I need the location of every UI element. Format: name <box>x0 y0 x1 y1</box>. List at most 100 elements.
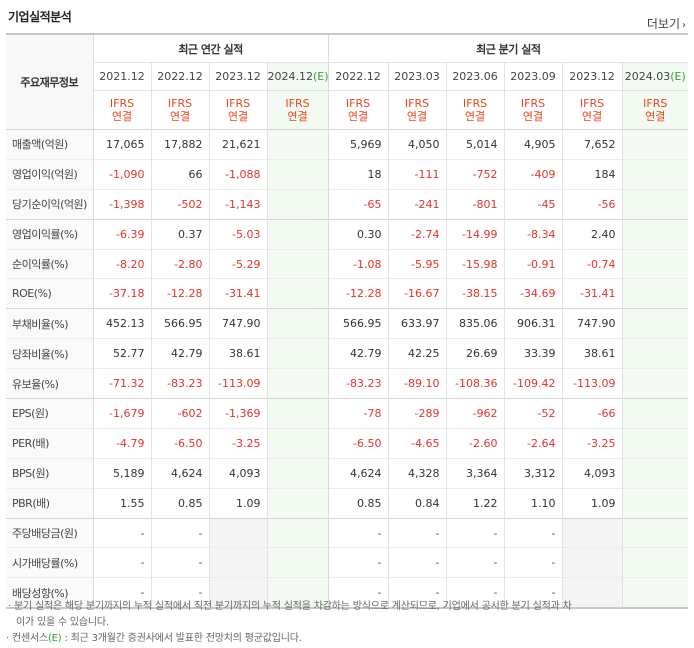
value-cell: -5.95 <box>387 248 447 279</box>
value-cell: 5,189 <box>92 457 151 489</box>
value-cell <box>621 129 689 160</box>
value-cell: -6.39 <box>92 218 151 250</box>
value-cell: -109.42 <box>503 368 563 399</box>
value-cell: -16.67 <box>387 278 447 309</box>
chevron-right-icon: › <box>682 20 686 31</box>
value-cell: - <box>387 517 447 548</box>
table-row: PBR(배) 1.55 0.85 1.09 0.85 0.84 1.22 1.10 1.09 <box>6 487 689 519</box>
value-cell <box>266 338 329 369</box>
value-cell: - <box>327 517 389 548</box>
value-cell: -31.41 <box>561 278 623 309</box>
value-cell <box>208 577 267 610</box>
table-row: 당기순이익(억원) -1,398 -502 -1,143 -65 -241 -801 -45-… <box>6 188 689 220</box>
value-cell: 2.40 <box>561 218 623 250</box>
value-cell: -3.25 <box>561 427 623 459</box>
financial-summary-table: 주요재무정보 최근 연간 실적 최근 분기 실적 2021.12 2022.12 2… <box>6 33 689 610</box>
value-cell <box>621 158 689 190</box>
ifrs-label: IFRS 연결 <box>503 90 563 130</box>
row-label: 시가배당률(%) <box>6 547 93 578</box>
value-cell: 4,093 <box>208 457 267 489</box>
value-cell: -113.09 <box>208 368 267 399</box>
value-cell: -83.23 <box>150 368 209 399</box>
value-cell: -4.79 <box>92 427 151 459</box>
ifrs-label: IFRS 연결 <box>387 90 447 130</box>
value-cell: 38.61 <box>561 338 623 369</box>
table-row: PER(배) -4.79 -6.50 -3.25 -6.50 -4.65 -2.60 -2.6… <box>6 427 689 459</box>
ifrs-label: IFRS 연결 <box>92 90 151 130</box>
value-cell <box>266 487 329 519</box>
value-cell: -2.64 <box>503 427 563 459</box>
value-cell: 566.95 <box>327 308 389 339</box>
table-row: 순이익률(%) -8.20 -2.80 -5.29 -1.08 -5.95 -15.98 -0… <box>6 248 689 279</box>
value-cell: - <box>327 577 389 610</box>
ifrs-label: IFRS 연결 <box>150 90 209 130</box>
table-row: 유보율(%) -71.32 -83.23 -113.09 -83.23 -89.10 -10… <box>6 368 689 399</box>
table-row: ROE(%) -37.18 -12.28 -31.41 -12.28 -16.67 -38.… <box>6 278 689 309</box>
value-cell: 1.22 <box>445 487 505 519</box>
annual-group-header: 최근 연간 실적 <box>92 33 329 63</box>
value-cell: -66 <box>561 398 623 429</box>
value-cell <box>266 547 329 578</box>
value-cell <box>561 517 623 548</box>
value-cell: -83.23 <box>327 368 389 399</box>
value-cell: 633.97 <box>387 308 447 339</box>
value-cell: - <box>445 547 505 578</box>
table-row: EPS(원) -1,679 -602 -1,369 -78 -289 -962 -52 -66 <box>6 398 689 429</box>
row-label: 당좌비율(%) <box>6 338 93 369</box>
more-link[interactable]: 더보기 › <box>647 15 686 32</box>
period-header: 2024.12(E) <box>266 62 329 91</box>
value-cell: -71.32 <box>92 368 151 399</box>
quarter-group-header: 최근 분기 실적 <box>327 33 689 63</box>
value-cell: 0.84 <box>387 487 447 519</box>
value-cell: -3.25 <box>208 427 267 459</box>
value-cell <box>621 188 689 220</box>
value-cell: -1,143 <box>208 188 267 220</box>
period-header: 2023.09 <box>503 62 563 91</box>
value-cell <box>621 278 689 309</box>
table-row: BPS(원) 5,189 4,624 4,093 4,624 4,328 3,364 3,31… <box>6 457 689 489</box>
row-label: ROE(%) <box>6 278 93 309</box>
value-cell: 0.85 <box>327 487 389 519</box>
value-cell: 17,882 <box>150 129 209 160</box>
value-cell: -1,090 <box>92 158 151 190</box>
value-cell <box>266 398 329 429</box>
value-cell <box>621 487 689 519</box>
table-row: 매출액(억원) 17,065 17,882 21,621 5,969 4,050 5,014… <box>6 129 689 160</box>
value-cell: -8.20 <box>92 248 151 279</box>
ifrs-label: IFRS 연결 <box>561 90 623 130</box>
value-cell: -5.03 <box>208 218 267 250</box>
value-cell: -0.91 <box>503 248 563 279</box>
value-cell: - <box>92 517 151 548</box>
value-cell: -409 <box>503 158 563 190</box>
table-row: 부채비율(%) 452.13 566.95 747.90 566.95 633.97 835… <box>6 308 689 339</box>
value-cell: - <box>503 547 563 578</box>
value-cell: -12.28 <box>150 278 209 309</box>
section-title: 기업실적분석 <box>8 10 72 24</box>
table-row: 주당배당금(원) - - - - - - <box>6 517 689 548</box>
value-cell: - <box>445 517 505 548</box>
value-cell: - <box>150 577 209 610</box>
value-cell: 184 <box>561 158 623 190</box>
value-cell: - <box>503 577 563 610</box>
value-cell: 1.10 <box>503 487 563 519</box>
value-cell: - <box>387 547 447 578</box>
value-cell <box>621 517 689 548</box>
value-cell: -2.74 <box>387 218 447 250</box>
value-cell: -52 <box>503 398 563 429</box>
period-header: 2023.03 <box>387 62 447 91</box>
value-cell <box>208 517 267 548</box>
value-cell: -45 <box>503 188 563 220</box>
row-label: 부채비율(%) <box>6 308 93 339</box>
value-cell: 52.77 <box>92 338 151 369</box>
value-cell: -15.98 <box>445 248 505 279</box>
row-label: EPS(원) <box>6 398 93 429</box>
value-cell: -31.41 <box>208 278 267 309</box>
value-cell <box>266 248 329 279</box>
value-cell: 835.06 <box>445 308 505 339</box>
ifrs-header-row: IFRS 연결 IFRS 연결 IFRS 연결 IFRS 연결 IFRS 연결 IFRS 연결 IFRS… <box>6 90 689 130</box>
value-cell: -752 <box>445 158 505 190</box>
value-cell: 1.09 <box>561 487 623 519</box>
row-label: 매출액(억원) <box>6 129 93 160</box>
value-cell: -2.60 <box>445 427 505 459</box>
more-label: 더보기 <box>646 17 680 31</box>
